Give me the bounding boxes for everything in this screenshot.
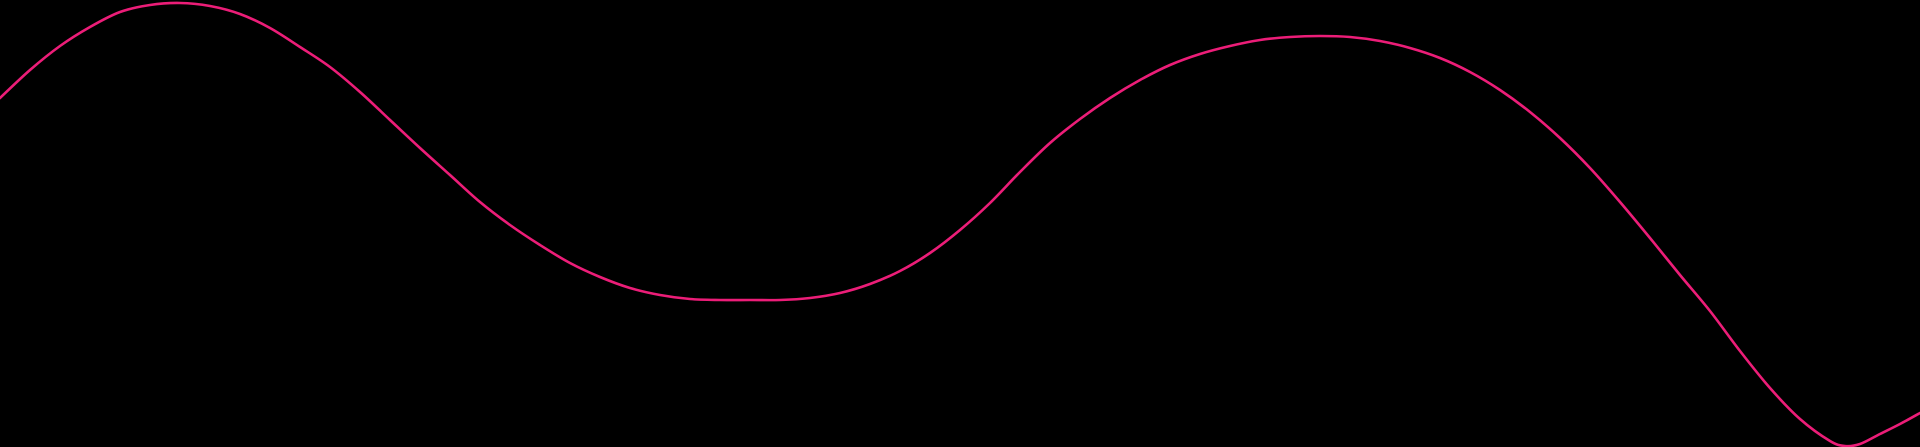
wave-chart-svg bbox=[0, 0, 1920, 447]
wave-series-line bbox=[0, 1, 1920, 447]
wave-chart-canvas bbox=[0, 0, 1920, 447]
chart-background bbox=[0, 0, 1920, 447]
